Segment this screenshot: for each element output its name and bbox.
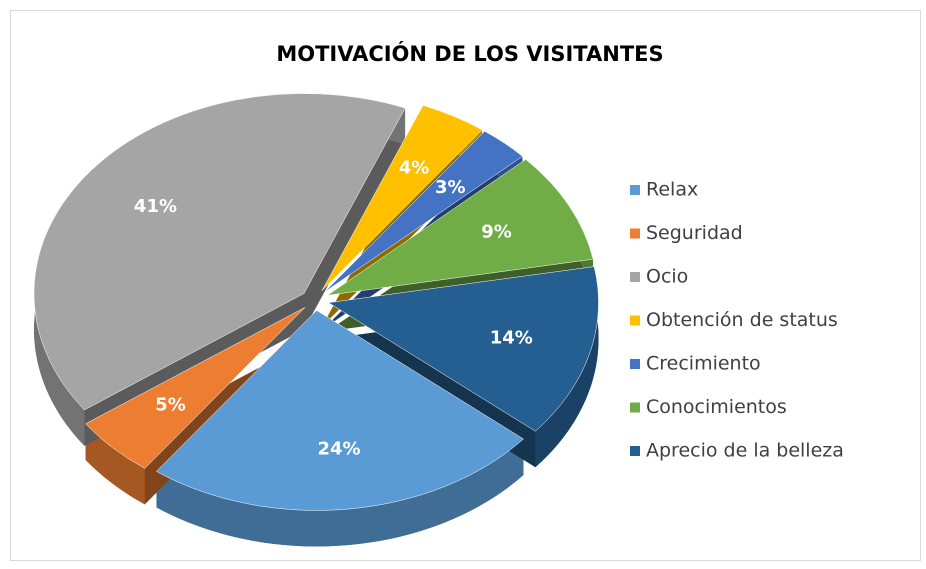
slice-rim <box>85 423 145 505</box>
legend-swatch <box>630 272 640 282</box>
legend-swatch <box>630 446 640 456</box>
legend-label: Conocimientos <box>646 396 787 418</box>
legend-label: Crecimiento <box>646 353 761 375</box>
slice <box>327 266 599 432</box>
data-label: 41% <box>134 196 177 217</box>
slice-rim <box>156 438 524 547</box>
slice <box>156 310 524 511</box>
legend-label: Seguridad <box>646 222 743 244</box>
slice <box>321 105 483 292</box>
slice <box>33 93 406 411</box>
legend-label: Obtención de status <box>646 309 838 331</box>
legend-swatch <box>630 315 640 326</box>
legend-swatch <box>630 228 640 239</box>
legend-swatch <box>630 359 640 369</box>
slice <box>327 159 594 296</box>
data-label: 4% <box>399 158 430 179</box>
data-label: 14% <box>490 327 533 348</box>
data-label: 9% <box>481 222 512 243</box>
chart-title: MOTIVACIÓN DE LOS VISITANTES <box>276 41 663 66</box>
data-label: 5% <box>155 395 186 416</box>
legend-label: Ocio <box>646 266 688 288</box>
legend-swatch <box>630 402 640 413</box>
legend-label: Aprecio de la belleza <box>646 440 844 462</box>
slice <box>85 307 306 469</box>
slice-rim <box>535 266 599 468</box>
data-label: 24% <box>317 438 360 459</box>
data-label: 3% <box>435 177 466 198</box>
legend-label: Relax <box>646 179 698 201</box>
slice <box>324 130 523 293</box>
legend-swatch <box>630 185 640 195</box>
